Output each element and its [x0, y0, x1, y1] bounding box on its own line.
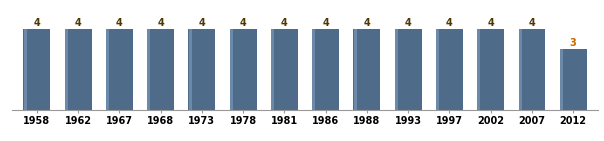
Text: 4: 4: [157, 18, 164, 28]
Bar: [271, 29, 298, 110]
Bar: [395, 29, 398, 110]
Text: 4: 4: [487, 18, 494, 28]
Text: 4: 4: [446, 18, 453, 28]
Bar: [188, 29, 191, 110]
Bar: [147, 29, 150, 110]
Bar: [312, 29, 315, 110]
Bar: [354, 29, 356, 110]
Bar: [65, 29, 91, 110]
Text: 4: 4: [528, 18, 535, 28]
Text: 4: 4: [281, 18, 288, 28]
Bar: [188, 29, 215, 110]
Text: 4: 4: [199, 18, 205, 28]
Text: 4: 4: [33, 18, 40, 28]
Bar: [65, 29, 68, 110]
Bar: [436, 29, 463, 110]
Bar: [147, 29, 174, 110]
Bar: [478, 29, 480, 110]
Text: 4: 4: [405, 18, 411, 28]
Bar: [353, 29, 381, 110]
Text: 4: 4: [75, 18, 82, 28]
Text: 4: 4: [240, 18, 246, 28]
Text: 4: 4: [323, 18, 329, 28]
Bar: [24, 29, 50, 110]
Bar: [312, 29, 339, 110]
Bar: [560, 49, 586, 110]
Text: 4: 4: [364, 18, 370, 28]
Bar: [230, 29, 257, 110]
Bar: [519, 29, 522, 110]
Bar: [519, 29, 545, 110]
Bar: [271, 29, 274, 110]
Bar: [560, 49, 563, 110]
Bar: [106, 29, 133, 110]
Bar: [230, 29, 233, 110]
Text: 4: 4: [116, 18, 123, 28]
Bar: [436, 29, 439, 110]
Bar: [395, 29, 422, 110]
Bar: [106, 29, 109, 110]
Text: 3: 3: [570, 38, 577, 48]
Bar: [24, 29, 27, 110]
Bar: [477, 29, 504, 110]
